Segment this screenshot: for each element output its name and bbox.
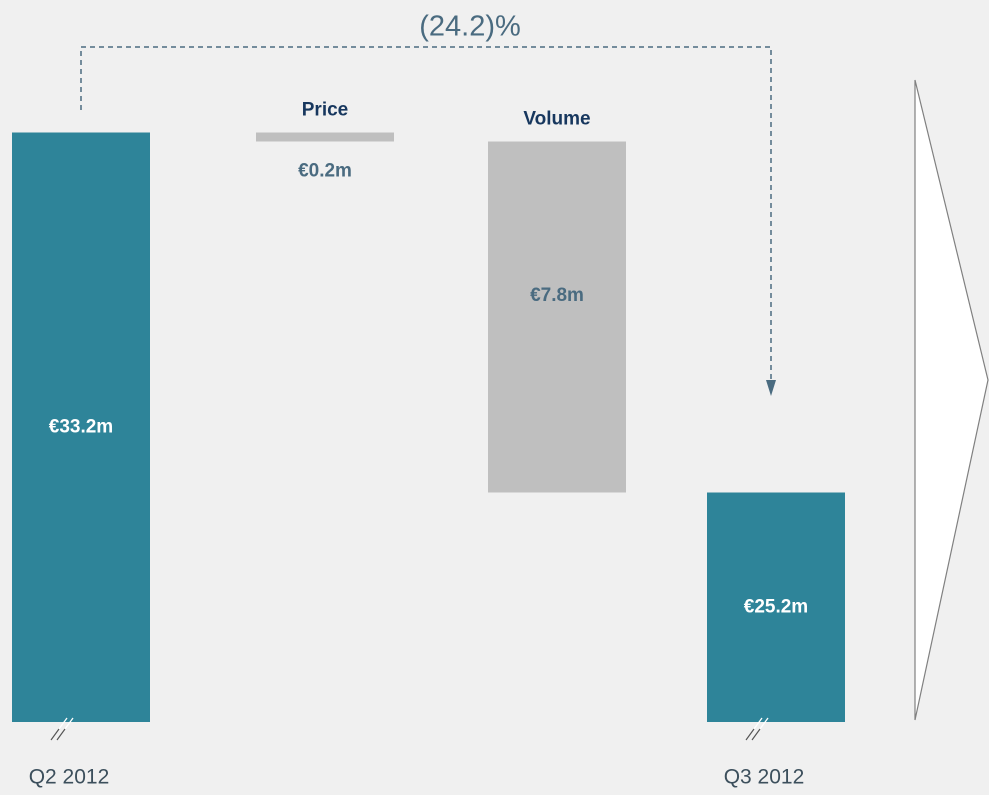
annotation: (24.2)% [419,11,521,43]
bar [488,141,626,493]
axis-break-shadow [745,728,761,741]
value-label: €33.2m [49,416,113,437]
bar [256,132,394,142]
next-arrow [914,79,989,721]
bar [12,132,150,722]
axis-break-shadow [50,728,66,741]
change-bracket [80,46,772,386]
category-label: Q2 2012 [29,766,110,789]
category-label: Price [302,100,348,121]
value-label: €7.8m [530,285,584,306]
bar [707,492,845,722]
value-label: €25.2m [744,596,808,617]
value-label: €0.2m [298,161,352,182]
category-label: Volume [523,109,590,130]
bracket-arrow [766,380,776,396]
category-label: Q3 2012 [724,766,805,789]
